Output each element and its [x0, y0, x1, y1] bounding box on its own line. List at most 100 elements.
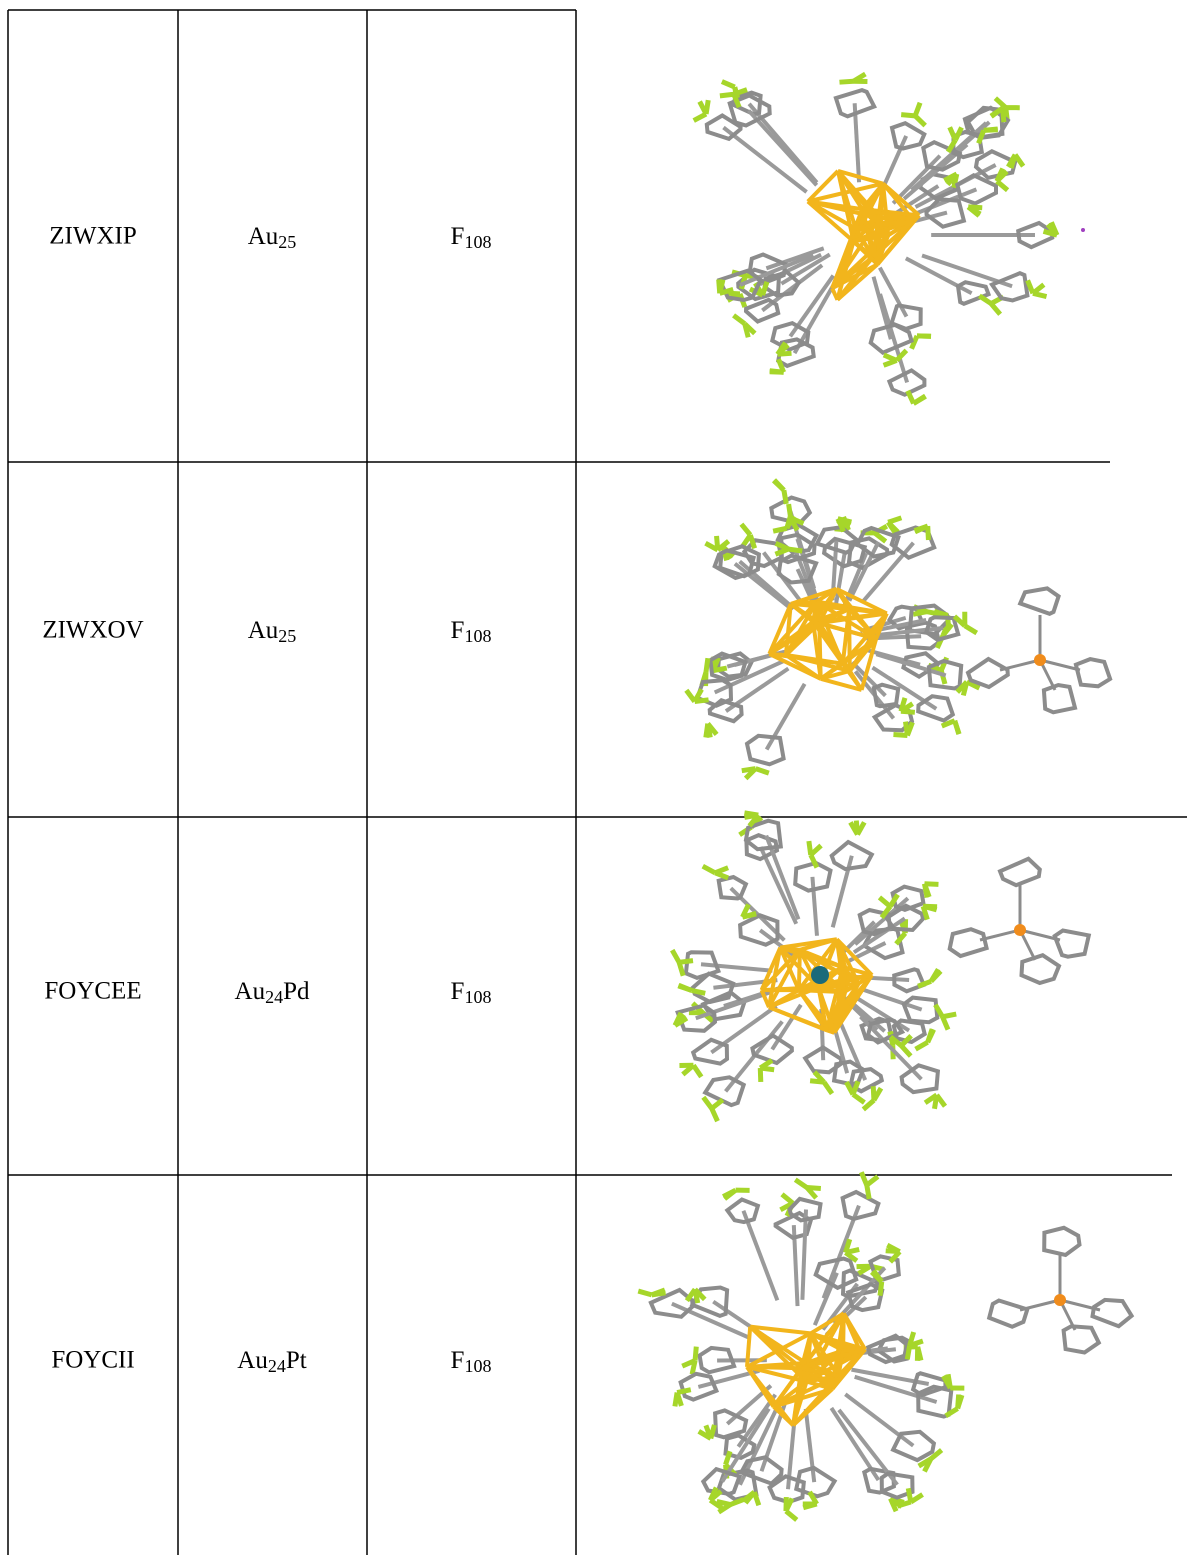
subscript: 24: [265, 987, 283, 1007]
ligand-count: F108: [451, 1347, 492, 1376]
formula-part: F: [451, 617, 465, 644]
formula-part: Au: [237, 1347, 268, 1374]
fluorine: [884, 355, 897, 360]
phosphorus: [1014, 924, 1026, 936]
fluorine: [745, 324, 748, 338]
fluorine: [678, 986, 691, 990]
fluorine: [686, 690, 694, 701]
fluorine: [888, 518, 901, 522]
ring: [1000, 859, 1040, 885]
fluorine: [778, 353, 792, 354]
refcode: ZIWXIP: [49, 223, 136, 250]
fluorine: [924, 884, 927, 898]
ring: [1055, 931, 1089, 957]
fluorine: [712, 1108, 718, 1121]
ring: [968, 659, 1008, 687]
fluorine: [958, 1394, 959, 1408]
page: {"table": {"rows": [ {"code": "ZIWXIP", …: [0, 0, 1187, 1555]
ring: [832, 842, 872, 869]
fluorine: [916, 1042, 928, 1049]
ring: [843, 1192, 879, 1219]
gold-bond: [832, 288, 837, 300]
bond: [735, 564, 792, 610]
fluorine: [703, 866, 715, 873]
fluorine: [788, 549, 802, 551]
metal-core: Au24Pd: [235, 978, 310, 1007]
ring: [747, 736, 784, 765]
fluorine: [723, 1190, 735, 1196]
fluorine: [937, 1095, 945, 1106]
fluorine: [917, 336, 931, 337]
fluorine: [965, 626, 977, 633]
fluorine: [931, 971, 941, 981]
ring: [893, 1432, 934, 1460]
ring: [1044, 685, 1075, 712]
ring: [1020, 588, 1058, 613]
fluorine: [997, 181, 1008, 190]
fluorine: [677, 1390, 691, 1393]
bond: [743, 1211, 777, 1301]
fluorine: [706, 100, 708, 114]
ring: [957, 175, 996, 203]
refcode: ZIWXOV: [42, 617, 143, 644]
formula-part: Pt: [286, 1347, 307, 1374]
table-rules: [8, 10, 1187, 1555]
formula-part: Pd: [283, 978, 310, 1005]
fluorine: [901, 711, 915, 712]
fluorine: [694, 114, 706, 121]
fluorine: [712, 1100, 723, 1109]
fluorine: [950, 127, 956, 140]
ligand-count: F108: [451, 978, 492, 1007]
subscript: 108: [464, 232, 491, 252]
counter-ion: [950, 859, 1089, 983]
ring: [693, 1040, 727, 1064]
bond: [761, 847, 797, 924]
structure: [638, 1172, 964, 1520]
subscript: 108: [464, 987, 491, 1007]
fluorine: [918, 981, 931, 986]
fluorine: [995, 98, 1005, 107]
ring: [889, 370, 924, 394]
ring: [989, 1301, 1027, 1327]
structure-images: [638, 74, 1131, 1520]
bond: [701, 964, 772, 970]
fluorine: [760, 1068, 761, 1082]
ring: [834, 1062, 863, 1085]
fluorine: [928, 1030, 934, 1043]
ligand-count: F108: [451, 223, 492, 252]
fluorine: [695, 700, 709, 702]
subscript: 24: [268, 1356, 286, 1376]
fluorine: [773, 528, 787, 531]
formula-part: F: [451, 978, 465, 1005]
fluorine: [730, 1499, 743, 1504]
phosphorus: [1054, 1294, 1066, 1306]
fluorine: [692, 1361, 695, 1375]
fluorine: [901, 115, 915, 116]
fluorine: [775, 549, 788, 554]
ring: [874, 685, 898, 707]
table-cells: ZIWXIPAu25F108ZIWXOVAu25F108FOYCEEAu24Pd…: [42, 223, 491, 1376]
ligand-count: F108: [451, 617, 492, 646]
subscript: 25: [278, 626, 296, 646]
fluorine: [838, 519, 852, 522]
fluorine: [744, 813, 758, 815]
fluorine: [824, 1082, 832, 1094]
fluorine: [745, 1492, 754, 1503]
ion-dot: [1081, 228, 1085, 232]
ring: [1064, 1326, 1099, 1352]
fluorine: [901, 1036, 911, 1046]
ring: [1022, 955, 1060, 983]
refcode: FOYCII: [51, 1347, 134, 1374]
fluorine: [722, 82, 735, 88]
fluorine: [867, 1185, 869, 1199]
ring: [950, 929, 987, 956]
metal-core: Au25: [248, 223, 297, 252]
fluorine: [638, 1291, 651, 1295]
structure: [694, 74, 1057, 404]
fluorine: [918, 1347, 921, 1361]
bond: [845, 1394, 913, 1445]
fluorine: [693, 1065, 701, 1077]
formula-part: Au: [235, 978, 266, 1005]
bond: [749, 104, 817, 183]
subscript: 25: [278, 232, 296, 252]
